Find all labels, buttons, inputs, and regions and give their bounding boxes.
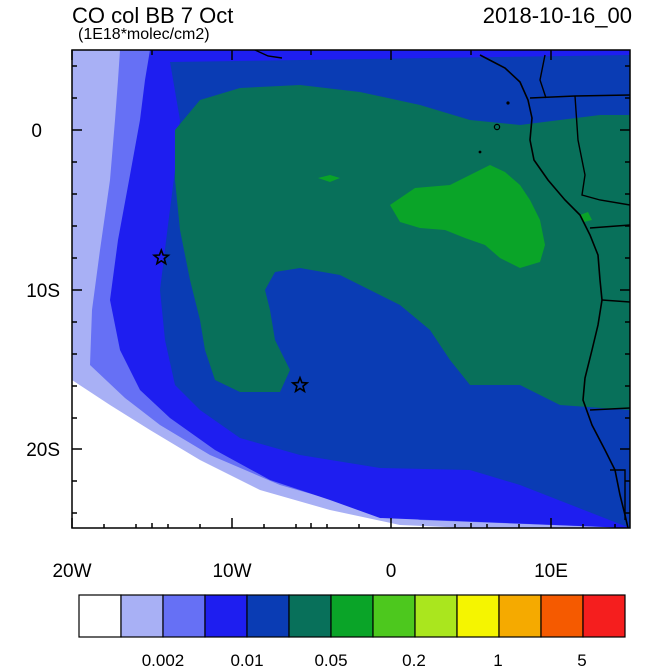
plot-title: CO col BB 7 Oct [72, 3, 234, 28]
units-label: (1E18*molec/cm2) [78, 26, 210, 43]
marker-layer [151, 247, 310, 394]
colorbar-box [414, 594, 458, 638]
colorbar-label: 1 [493, 651, 502, 667]
colorbar-box [330, 594, 374, 638]
colorbar-box [162, 594, 206, 638]
colorbar-label: 0.2 [402, 651, 426, 667]
colorbar-box [246, 594, 290, 638]
star-marker [290, 375, 310, 394]
colorbar-box [540, 594, 584, 638]
y-tick-label: 0 [31, 121, 42, 142]
x-tick-label: 20W [52, 561, 91, 582]
colorbar-box [372, 594, 416, 638]
colorbar-label: 0.002 [142, 651, 185, 667]
colorbar-label: 0.05 [314, 651, 347, 667]
tick-marks [71, 50, 630, 528]
colorbar [78, 594, 626, 638]
colorbar-box [498, 594, 542, 638]
colorbar-box [456, 594, 500, 638]
map-area [72, 50, 630, 528]
date-label: 2018-10-16_00 [482, 3, 632, 28]
colorbar-label: 0.01 [230, 651, 263, 667]
y-tick-label: 10S [26, 281, 60, 302]
colorbar-label: 5 [577, 651, 586, 667]
x-tick-label: 10E [534, 561, 568, 582]
colorbar-box [78, 594, 122, 638]
x-tick-label: 0 [386, 561, 397, 582]
colorbar-box [582, 594, 626, 638]
map-frame [71, 49, 631, 529]
star-marker [151, 247, 171, 266]
y-tick-label: 20S [26, 440, 60, 461]
x-tick-label: 10W [212, 561, 251, 582]
colorbar-box [120, 594, 164, 638]
colorbar-box [288, 594, 332, 638]
colorbar-box [204, 594, 248, 638]
